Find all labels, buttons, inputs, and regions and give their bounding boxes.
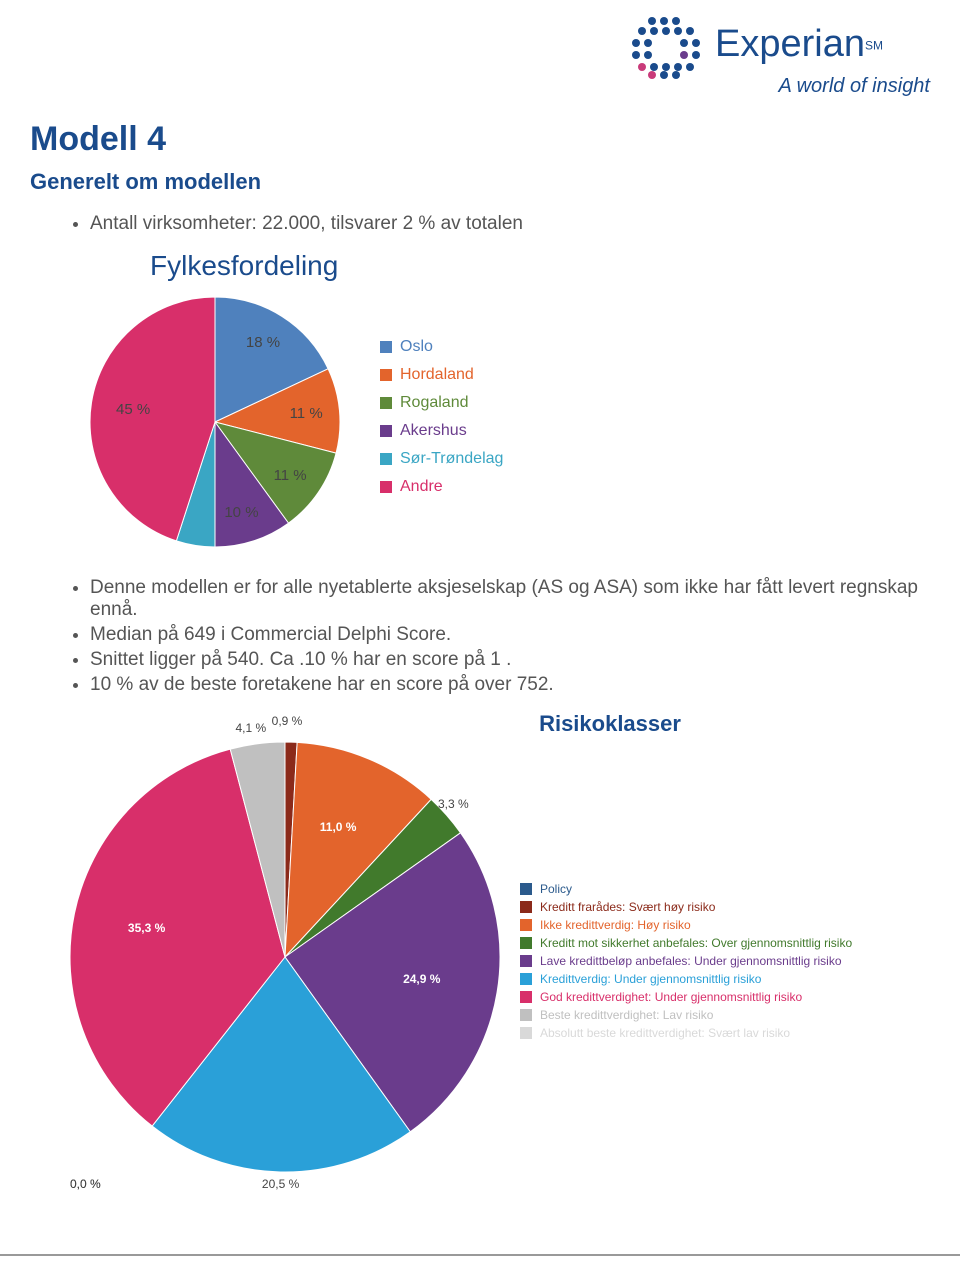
legend-label: Rogaland: [400, 394, 469, 412]
legend-label: Kreditt frarådes: Svært høy risiko: [540, 900, 715, 914]
pie-slice-label: 10 %: [224, 504, 258, 521]
legend-item: Hordaland: [380, 366, 503, 384]
legend-item: Sør-Trøndelag: [380, 450, 503, 468]
bullet-item: Snittet ligger på 540. Ca .10 % har en s…: [90, 649, 930, 671]
risk-pie: 0,0 %0,9 %11,0 %3,3 %24,9 %20,5 %35,3 %4…: [70, 742, 500, 1172]
legend-label: Ikke kredittverdig: Høy risiko: [540, 918, 691, 932]
legend-label: Oslo: [400, 338, 433, 356]
pie-slice-label: 11 %: [274, 467, 307, 484]
legend-label: Sør-Trøndelag: [400, 450, 503, 468]
bullet-item: Denne modellen er for alle nyetablerte a…: [90, 577, 930, 621]
pie-slice-label: 4,1 %: [235, 721, 266, 735]
legend-label: Akershus: [400, 422, 467, 440]
fylke-chart-title: Fylkesfordeling: [150, 250, 930, 282]
legend-swatch: [380, 481, 392, 493]
legend-swatch: [520, 973, 532, 985]
legend-label: Andre: [400, 478, 443, 496]
pie-slice-label: 35,3 %: [128, 921, 165, 935]
legend-item: Ikke kredittverdig: Høy risiko: [520, 918, 852, 932]
legend-swatch: [520, 883, 532, 895]
legend-item: Policy: [520, 882, 852, 896]
legend-item: Kreditt mot sikkerhet anbefales: Over gj…: [520, 936, 852, 950]
page-subtitle: Generelt om modellen: [30, 169, 930, 195]
legend-item: Kreditt frarådes: Svært høy risiko: [520, 900, 852, 914]
risk-chart-title: Risikoklasser: [290, 711, 930, 737]
pie-slice-label: 0,9 %: [272, 714, 303, 728]
pie-slice-label: 45 %: [116, 401, 150, 418]
fylke-pie: 18 % 11 % 11 % 10 % 45 %: [90, 297, 340, 547]
legend-item: Rogaland: [380, 394, 503, 412]
bullet-item: Median på 649 i Commercial Delphi Score.: [90, 624, 930, 646]
page-title: Modell 4: [30, 120, 930, 159]
legend-swatch: [520, 919, 532, 931]
brand-logo: ExperianSM A world of insight: [630, 15, 930, 98]
legend-swatch: [520, 1027, 532, 1039]
legend-item: Lave kredittbeløp anbefales: Under gjenn…: [520, 954, 852, 968]
legend-label: Absolutt beste kredittverdighet: Svært l…: [540, 1026, 790, 1040]
page: ExperianSM A world of insight Modell 4 G…: [0, 0, 960, 1264]
legend-item: God kredittverdighet: Under gjennomsnitt…: [520, 990, 852, 1004]
legend-swatch: [520, 937, 532, 949]
pie-slice-label: 0,0 %: [70, 1177, 101, 1191]
logo-mark-icon: [630, 15, 700, 73]
legend-item: Oslo: [380, 338, 503, 356]
legend-label: Beste kredittverdighet: Lav risiko: [540, 1008, 713, 1022]
risk-legend: Policy Kreditt frarådes: Svært høy risiko…: [520, 882, 852, 1044]
legend-swatch: [380, 369, 392, 381]
pie-slice-label: 24,9 %: [403, 972, 440, 986]
bullets-top: Antall virksomheter: 22.000, tilsvarer 2…: [30, 213, 930, 235]
fylke-legend: Oslo Hordaland Rogaland Akershus Sør-Trøndel…: [380, 338, 503, 506]
bullet-item: Antall virksomheter: 22.000, tilsvarer 2…: [90, 213, 930, 235]
pie-slice-label: 20,5 %: [262, 1177, 299, 1191]
legend-swatch: [520, 901, 532, 913]
legend-item: Akershus: [380, 422, 503, 440]
legend-swatch: [380, 425, 392, 437]
legend-item: Absolutt beste kredittverdighet: Svært l…: [520, 1026, 852, 1040]
pie-slice-label: 18 %: [246, 334, 280, 351]
legend-swatch: [520, 1009, 532, 1021]
legend-label: Policy: [540, 882, 572, 896]
footer-divider: [0, 1254, 960, 1256]
legend-swatch: [520, 955, 532, 967]
pie-slice-label: 3,3 %: [438, 797, 469, 811]
bullet-item: 10 % av de beste foretakene har en score…: [90, 674, 930, 696]
legend-item: Kredittverdig: Under gjennomsnittlig ris…: [520, 972, 852, 986]
pie-slice-label: 11,0 %: [320, 820, 357, 834]
legend-label: Hordaland: [400, 366, 474, 384]
legend-label: Kredittverdig: Under gjennomsnittlig ris…: [540, 972, 761, 986]
legend-label: Kreditt mot sikkerhet anbefales: Over gj…: [540, 936, 852, 950]
legend-label: Lave kredittbeløp anbefales: Under gjenn…: [540, 954, 842, 968]
legend-swatch: [380, 397, 392, 409]
legend-swatch: [380, 341, 392, 353]
legend-item: Beste kredittverdighet: Lav risiko: [520, 1008, 852, 1022]
bullets-mid: Denne modellen er for alle nyetablerte a…: [30, 577, 930, 696]
legend-item: Andre: [380, 478, 503, 496]
pie-slice-label: 11 %: [290, 405, 323, 422]
legend-swatch: [520, 991, 532, 1003]
legend-label: God kredittverdighet: Under gjennomsnitt…: [540, 990, 802, 1004]
brand-name: Experian: [715, 23, 865, 65]
legend-swatch: [380, 453, 392, 465]
